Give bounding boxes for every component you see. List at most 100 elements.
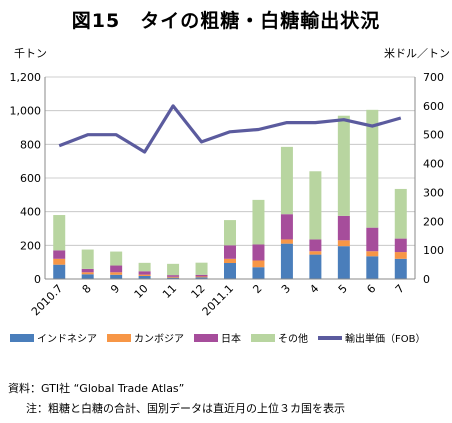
bar-other [110,251,123,266]
chart-plot: 0 200 400 600 800 1,000 1,200 0 100 200 300 400 500 6… [10,71,445,318]
legend-swatch-other [251,333,275,342]
left-tick-label: 0 [34,273,41,286]
bar-other [337,115,350,216]
bar-cambodia [195,276,208,278]
bar-indonesia [224,263,236,279]
x-tick-label: 7 [393,282,407,296]
bar-other [394,188,407,239]
bar-cambodia [309,251,322,255]
right-tick-label: 200 [423,215,444,228]
bar-cambodia [337,240,350,247]
bar-indonesia [138,275,151,279]
legend-item-indonesia: インドネシア [10,330,97,345]
legend-item-other: その他 [251,330,308,345]
x-tick-label: 12 [189,282,208,301]
legend-label-indonesia: インドネシア [37,334,97,345]
bar-other [309,171,322,240]
right-tick-label: 400 [423,158,444,171]
right-tick-label: 300 [423,186,444,199]
price-line [58,104,402,154]
x-tick-label: 5 [336,282,350,296]
x-tick-label: 2 [250,282,264,296]
x-tick-label: 3 [279,282,293,296]
bar-indonesia [309,254,322,279]
bar-other [252,199,265,245]
bar-other [366,109,379,228]
bar-indonesia [337,246,350,279]
bar-cambodia [138,274,151,276]
left-tick-label: 200 [20,239,41,252]
bar-japan [167,275,180,277]
left-tick-label: 1,200 [10,71,42,84]
bar-japan [224,245,236,259]
legend-item-japan: 日本 [194,330,241,345]
bar-japan [195,274,208,277]
legend-item-price: 輸出単価（FOB） [318,330,425,345]
bar-other [53,215,66,251]
bar-indonesia [195,277,208,279]
bar-indonesia [81,274,94,279]
left-tick-label: 600 [20,172,41,185]
bar-japan [309,239,322,252]
x-tick-label: 11 [160,282,179,301]
bar-other [81,249,94,269]
bar-japan [337,215,350,241]
legend-label-price: 輸出単価（FOB） [345,334,426,345]
bar-cambodia [252,260,265,268]
legend-swatch-price [318,335,342,340]
bar-japan [366,227,379,252]
bar-cambodia [167,276,180,278]
legend-label-cambodia: カンボジア [134,334,184,345]
bar-cambodia [110,272,123,275]
x-tick-label: 6 [364,282,378,296]
bar-japan [110,265,123,273]
left-tick-label: 400 [20,206,41,219]
left-tick-label: 800 [20,138,41,151]
bar-cambodia [280,239,293,244]
bar-other [280,146,293,215]
legend-swatch-indonesia [10,333,34,342]
bar-japan [280,214,293,240]
right-tick-label: 700 [423,71,444,84]
bar-indonesia [53,264,66,279]
bar-indonesia [394,258,407,279]
bar-japan [81,268,94,273]
bar-cambodia [224,258,236,264]
x-tick-label: 2011.1 [200,282,236,318]
right-tick-label: 500 [423,129,444,142]
bar-indonesia [110,274,123,279]
bar-japan [53,250,66,259]
bar-cambodia [81,272,94,275]
bar-other [224,220,236,246]
bar-indonesia [167,277,180,279]
bar-japan [138,271,151,275]
x-tick-label: 8 [80,282,94,296]
bar-indonesia [280,243,293,279]
legend-label-other: その他 [278,334,308,345]
legend-item-cambodia: カンボジア [107,330,184,345]
legend-label-japan: 日本 [221,334,241,345]
bar-indonesia [252,267,265,279]
bar-other [195,262,208,275]
right-axis-unit: 米ドル／トン [384,47,450,60]
source-note: 資料：GTI社 “Global Trade Atlas” [8,382,185,395]
legend-swatch-cambodia [107,333,131,342]
bar-cambodia [366,251,379,257]
bar-other [167,263,180,276]
bar-cambodia [53,258,66,265]
legend-swatch-japan [194,333,218,342]
left-tick-label: 1,000 [10,105,42,118]
x-tick-label: 10 [132,282,151,301]
left-axis-unit: 千トン [14,47,47,60]
x-tick-label: 9 [108,282,122,296]
bar-japan [252,244,265,261]
chart-title: 図15 タイの粗糖・白糖輸出状況 [71,10,381,32]
bar-indonesia [366,256,379,279]
x-tick-label: 2010.7 [29,282,65,318]
footnote: 注：粗糖と白糖の合計、国別データは直近月の上位３カ国を表示 [26,402,345,415]
legend: インドネシア カンボジア 日本 その他 輸出単価（FOB） [10,330,425,345]
bar-japan [394,238,407,253]
bar-other [138,262,151,272]
right-tick-label: 600 [423,100,444,113]
